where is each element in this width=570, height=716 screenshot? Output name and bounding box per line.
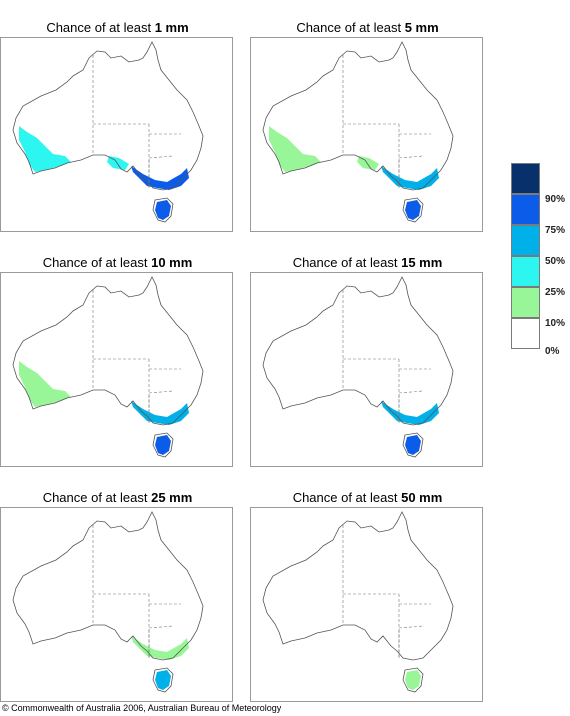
panel-title-amount: 1 mm	[154, 20, 189, 35]
rain-region-vic	[381, 166, 439, 190]
legend-tick-90: 90%	[545, 194, 566, 205]
tasmania-coastline	[152, 667, 174, 693]
panel-title: Chance of at least 15 mm	[250, 254, 485, 272]
state-border	[398, 625, 424, 629]
mainland-coastline	[12, 511, 204, 661]
map-panel: Chance of at least 10 mm	[0, 254, 235, 467]
state-border	[148, 625, 174, 629]
australia-map	[12, 41, 204, 223]
australia-map	[262, 511, 454, 693]
rain-region-sa	[357, 156, 379, 170]
panel-title: Chance of at least 1 mm	[0, 19, 235, 37]
rain-region-vic	[131, 401, 189, 425]
panel-title-prefix: Chance of at least	[42, 255, 152, 270]
map-panel: Chance of at least 50 mm	[250, 489, 485, 702]
map-frame	[250, 507, 483, 702]
map-frame	[0, 507, 233, 702]
tasmania-coastline	[402, 667, 424, 693]
rain-region-vic	[131, 166, 189, 190]
mainland-coastline	[262, 41, 454, 191]
australia-map	[12, 511, 204, 693]
legend-swatch-10-25	[511, 287, 540, 318]
panel-title-prefix: Chance of at least	[46, 20, 155, 35]
state-border	[398, 155, 424, 159]
australia-map	[262, 41, 454, 223]
state-border	[148, 390, 174, 394]
legend-swatch-90-plus	[511, 163, 540, 194]
panel-title-prefix: Chance of at least	[296, 20, 405, 35]
legend-tick-75: 75%	[545, 225, 566, 236]
rain-region-tas	[405, 435, 421, 455]
tasmania-coastline	[152, 197, 174, 223]
legend-swatch-75-90	[511, 194, 540, 225]
legend-tick-25: 25%	[545, 287, 566, 298]
rain-region-wa	[19, 126, 71, 172]
map-panel: Chance of at least 5 mm	[250, 19, 485, 232]
map-panel: Chance of at least 15 mm	[250, 254, 485, 467]
legend-swatch-50-75	[511, 225, 540, 256]
tasmania-coastline	[402, 197, 424, 223]
map-frame	[0, 37, 233, 232]
copyright-notice: © Commonwealth of Australia 2006, Austra…	[2, 703, 282, 713]
rain-region-tas	[155, 435, 171, 455]
panel-title-amount: 25 mm	[151, 490, 193, 505]
legend-swatch-25-50	[511, 256, 540, 287]
map-frame	[0, 272, 233, 467]
rain-region-tas	[405, 200, 421, 220]
legend-tick-0: 0%	[545, 346, 560, 357]
state-border	[148, 155, 174, 159]
panel-title-amount: 5 mm	[404, 20, 439, 35]
map-frame	[250, 37, 483, 232]
rain-region-tas	[155, 200, 171, 220]
rain-region-sa	[107, 156, 129, 170]
legend-tick-50: 50%	[545, 256, 566, 267]
panel-title-prefix: Chance of at least	[42, 490, 152, 505]
mainland-coastline	[12, 41, 204, 191]
probability-legend: 90% 75% 50% 25% 10% 0%	[511, 163, 567, 357]
panel-title: Chance of at least 50 mm	[250, 489, 485, 507]
panel-title-amount: 10 mm	[151, 255, 193, 270]
panel-title-amount: 50 mm	[401, 490, 443, 505]
rain-region-vic	[131, 636, 189, 660]
legend-swatch-0-10	[511, 318, 540, 349]
australia-map	[262, 276, 454, 458]
map-panel: Chance of at least 25 mm	[0, 489, 235, 702]
mainland-coastline	[262, 276, 454, 426]
panel-title-amount: 15 mm	[401, 255, 443, 270]
rain-region-wa	[19, 361, 71, 407]
panel-title-prefix: Chance of at least	[292, 490, 402, 505]
rain-region-tas	[405, 670, 421, 690]
rain-region-tas	[155, 670, 171, 690]
australia-map	[12, 276, 204, 458]
map-panel: Chance of at least 1 mm	[0, 19, 235, 232]
legend-tick-10: 10%	[545, 318, 566, 329]
panel-title: Chance of at least 5 mm	[250, 19, 485, 37]
mainland-coastline	[12, 276, 204, 426]
rain-region-wa	[269, 126, 321, 172]
tasmania-coastline	[152, 432, 174, 458]
state-border	[398, 390, 424, 394]
panel-title: Chance of at least 10 mm	[0, 254, 235, 272]
mainland-coastline	[262, 511, 454, 661]
panel-title: Chance of at least 25 mm	[0, 489, 235, 507]
panel-title-prefix: Chance of at least	[292, 255, 402, 270]
map-frame	[250, 272, 483, 467]
tasmania-coastline	[402, 432, 424, 458]
rain-region-vic	[381, 401, 439, 425]
